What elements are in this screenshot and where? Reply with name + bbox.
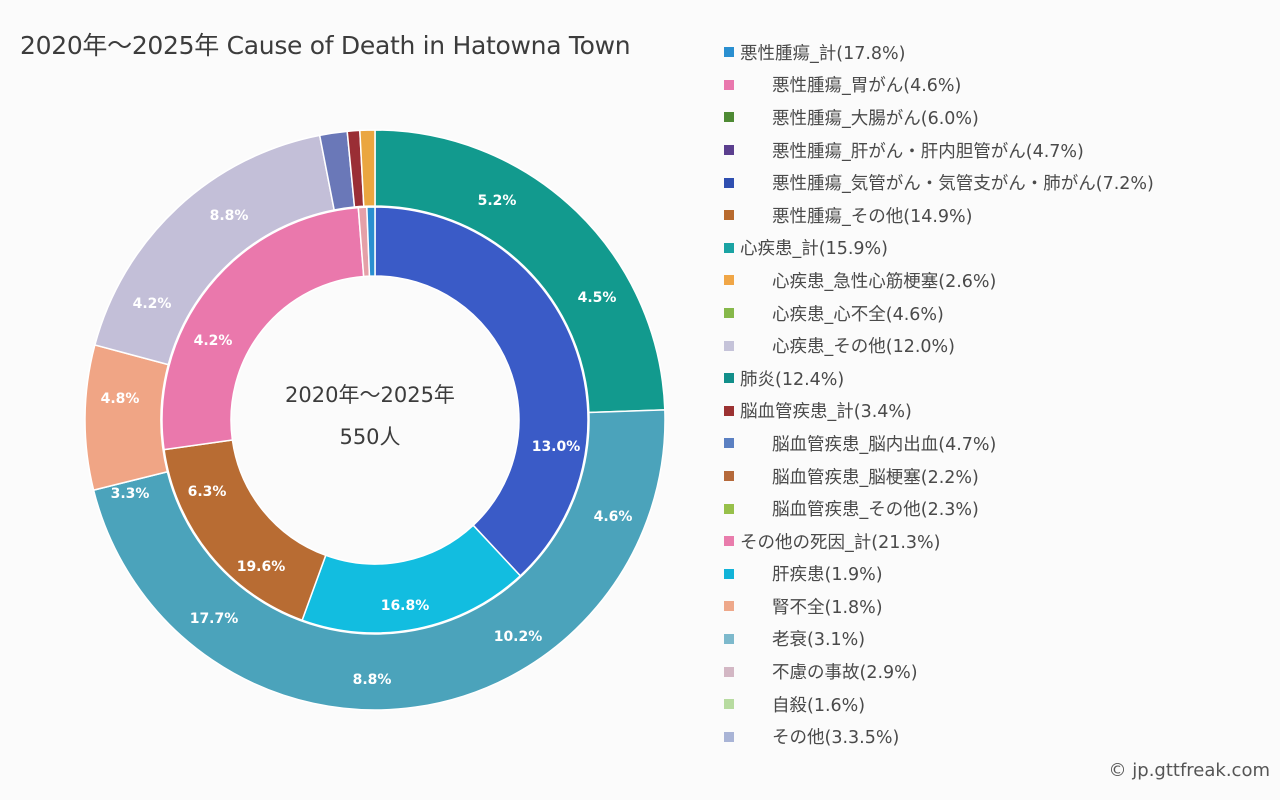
legend-item[interactable]: 脳血管疾患_脳梗塞(2.2%) <box>724 460 1154 493</box>
slice-percent-label: 17.7% <box>190 611 239 627</box>
slice-percent-label: 3.3% <box>111 486 150 502</box>
legend-item[interactable]: 不慮の事故(2.9%) <box>724 655 1154 688</box>
legend-swatch-icon <box>724 340 734 351</box>
legend-item[interactable]: 心疾患_心不全(4.6%) <box>724 297 1154 330</box>
legend-item[interactable]: その他(3.3.5%) <box>724 720 1154 753</box>
legend-label: 悪性腫瘍_気管がん・気管支がん・肺がん(7.2%) <box>772 174 1154 195</box>
legend-item[interactable]: 悪性腫瘍_肝がん・肝内胆管がん(4.7%) <box>724 134 1154 167</box>
legend-label: 心疾患_急性心筋梗塞(2.6%) <box>772 271 997 292</box>
outer-ring-slice <box>374 129 666 414</box>
legend-swatch-icon <box>724 503 734 514</box>
legend-item[interactable]: 脳血管疾患_計(3.4%) <box>724 395 1154 428</box>
legend-item[interactable]: 老衰(3.1%) <box>724 623 1154 656</box>
legend-label: 脳血管疾患_脳内出血(4.7%) <box>772 434 997 455</box>
legend-swatch-icon <box>724 112 734 123</box>
slice-percent-label: 4.8% <box>101 391 140 407</box>
slice-labels: 5.2% 4.5% 4.6% 10.2% 8.8% 17.7% 3.3% 4.8% 4.2% 8.… <box>101 193 633 688</box>
legend-label: 不慮の事故(2.9%) <box>772 663 918 684</box>
legend-item[interactable]: 心疾患_その他(12.0%) <box>724 329 1154 362</box>
legend-swatch-icon <box>724 210 734 221</box>
legend-swatch-icon <box>724 666 734 677</box>
legend-swatch-icon <box>724 373 734 384</box>
legend-label: 悪性腫瘍_大腸がん(6.0%) <box>772 108 979 129</box>
legend-swatch-icon <box>724 536 734 547</box>
chart-title: 2020年～2025年 Cause of Death in Hatowna To… <box>20 31 631 60</box>
slice-percent-label: 16.8% <box>381 598 430 614</box>
inner-ring-slice <box>374 206 589 577</box>
legend-label: 心疾患_その他(12.0%) <box>772 337 955 358</box>
outer-ring-slice <box>84 344 170 492</box>
legend-item[interactable]: 悪性腫瘍_大腸がん(6.0%) <box>724 101 1154 134</box>
legend-item[interactable]: 悪性腫瘍_気管がん・気管支がん・肺がん(7.2%) <box>724 166 1154 199</box>
legend-label: その他(3.3.5%) <box>772 728 900 749</box>
legend-item[interactable]: 肺炎(12.4%) <box>724 362 1154 395</box>
legend-swatch-icon <box>724 438 734 449</box>
center-label-total: 550人 <box>339 425 400 449</box>
slice-percent-label: 19.6% <box>237 559 286 575</box>
inner-ring-slice <box>366 206 376 277</box>
legend-swatch-icon <box>724 568 734 579</box>
legend-swatch-icon <box>724 47 734 58</box>
legend-item[interactable]: 脳血管疾患_その他(2.3%) <box>724 492 1154 525</box>
legend-label: 肝疾患(1.9%) <box>772 565 883 586</box>
legend-swatch-icon <box>724 308 734 319</box>
legend-item[interactable]: 心疾患_急性心筋梗塞(2.6%) <box>724 264 1154 297</box>
legend-item[interactable]: 肝疾患(1.9%) <box>724 558 1154 591</box>
inner-ring <box>161 206 589 634</box>
donut-chart: 5.2% 4.5% 4.6% 10.2% 8.8% 17.7% 3.3% 4.8% 4.2% 8.… <box>84 129 666 711</box>
legend-label: 心疾患_計(15.9%) <box>740 239 888 260</box>
legend-swatch-icon <box>724 177 734 188</box>
slice-percent-label: 4.2% <box>194 333 233 349</box>
legend-item[interactable]: 心疾患_計(15.9%) <box>724 232 1154 265</box>
legend-label: 悪性腫瘍_その他(14.9%) <box>772 206 973 227</box>
slice-percent-label: 4.5% <box>578 290 617 306</box>
legend-swatch-icon <box>724 601 734 612</box>
slice-percent-label: 13.0% <box>532 439 581 455</box>
legend-swatch-icon <box>724 731 734 742</box>
legend-item[interactable]: 悪性腫瘍_その他(14.9%) <box>724 199 1154 232</box>
legend-label: 肺炎(12.4%) <box>740 369 845 390</box>
legend-item[interactable]: 悪性腫瘍_計(17.8%) <box>724 36 1154 69</box>
legend-item[interactable]: 腎不全(1.8%) <box>724 590 1154 623</box>
legend-swatch-icon <box>724 79 734 90</box>
legend-label: 心疾患_心不全(4.6%) <box>772 304 944 325</box>
legend-swatch-icon <box>724 242 734 253</box>
legend-label: 悪性腫瘍_計(17.8%) <box>740 43 906 64</box>
legend-label: 悪性腫瘍_胃がん(4.6%) <box>772 76 962 97</box>
slice-percent-label: 4.6% <box>594 509 633 525</box>
legend-label: 自殺(1.6%) <box>772 695 866 716</box>
slice-percent-label: 5.2% <box>478 193 517 209</box>
slice-percent-label: 8.8% <box>353 672 392 688</box>
slice-percent-label: 4.2% <box>133 296 172 312</box>
legend-swatch-icon <box>724 633 734 644</box>
legend-item[interactable]: 自殺(1.6%) <box>724 688 1154 721</box>
legend-item[interactable]: その他の死因_計(21.3%) <box>724 525 1154 558</box>
legend-label: 腎不全(1.8%) <box>772 597 883 618</box>
center-label-period: 2020年～2025年 <box>285 383 455 407</box>
legend-label: 脳血管疾患_脳梗塞(2.2%) <box>772 467 979 488</box>
outer-ring <box>84 129 666 711</box>
legend-swatch-icon <box>724 145 734 156</box>
slice-percent-label: 6.3% <box>188 484 227 500</box>
legend-swatch-icon <box>724 275 734 286</box>
legend-label: 脳血管疾患_計(3.4%) <box>740 402 912 423</box>
slice-percent-label: 10.2% <box>494 629 543 645</box>
legend: 悪性腫瘍_計(17.8%) 悪性腫瘍_胃がん(4.6%) 悪性腫瘍_大腸がん(6.0… <box>724 36 1154 753</box>
legend-label: 老衰(3.1%) <box>772 630 866 651</box>
outer-ring-slice <box>92 409 666 711</box>
legend-label: 悪性腫瘍_肝がん・肝内胆管がん(4.7%) <box>772 141 1084 162</box>
outer-ring-slice <box>359 129 376 208</box>
legend-label: その他の死因_計(21.3%) <box>740 532 941 553</box>
legend-swatch-icon <box>724 699 734 710</box>
legend-label: 脳血管疾患_その他(2.3%) <box>772 500 979 521</box>
slice-percent-label: 8.8% <box>210 208 249 224</box>
credit-text: © jp.gttfreak.com <box>1108 760 1270 781</box>
legend-swatch-icon <box>724 405 734 416</box>
legend-item[interactable]: 脳血管疾患_脳内出血(4.7%) <box>724 427 1154 460</box>
legend-item[interactable]: 悪性腫瘍_胃がん(4.6%) <box>724 69 1154 102</box>
inner-ring-slice <box>161 206 365 451</box>
legend-swatch-icon <box>724 471 734 482</box>
